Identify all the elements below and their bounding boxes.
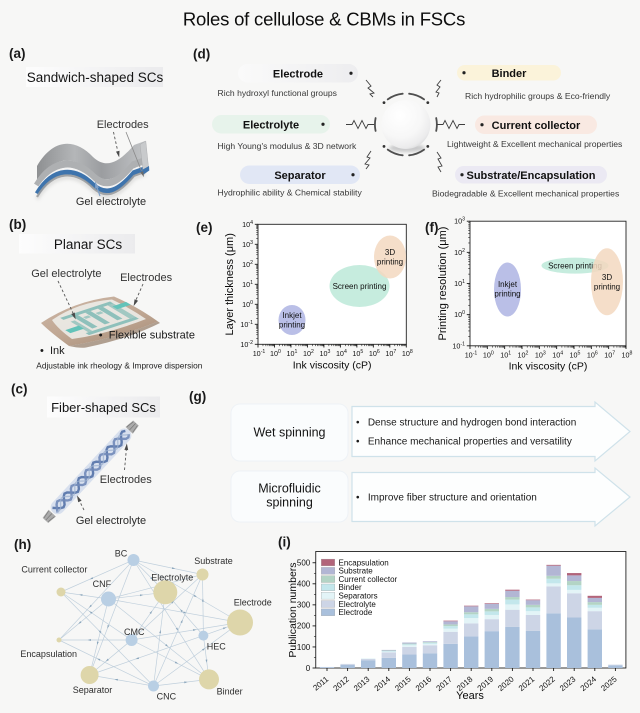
svg-text:(g): (g) bbox=[189, 389, 206, 404]
svg-text:Binder: Binder bbox=[217, 686, 243, 696]
svg-text:Fiber-shaped SCs: Fiber-shaped SCs bbox=[51, 400, 156, 415]
svg-text:CNC: CNC bbox=[157, 691, 177, 701]
svg-text:(b): (b) bbox=[9, 217, 26, 232]
svg-text:Electrodes: Electrodes bbox=[100, 474, 152, 486]
svg-text:3D: 3D bbox=[602, 273, 612, 282]
svg-text:• Ink: • Ink bbox=[40, 345, 65, 357]
svg-text:Years: Years bbox=[456, 690, 484, 702]
svg-text:• Improve fiber structure an: • Improve fiber structure and orientatio… bbox=[356, 493, 537, 504]
svg-text:Substrate: Substrate bbox=[194, 556, 233, 566]
svg-text:Inkjet: Inkjet bbox=[282, 311, 302, 320]
svg-text:Biodegradable & Excellent mech: Biodegradable & Excellent mechanical pro… bbox=[432, 189, 619, 199]
svg-text:Layer thickness (μm): Layer thickness (μm) bbox=[224, 233, 236, 335]
svg-text:Substrate/Encapsulation: Substrate/Encapsulation bbox=[467, 170, 596, 182]
svg-text:Gel electrolyte: Gel electrolyte bbox=[76, 515, 146, 527]
svg-text:Sandwich-shaped SCs: Sandwich-shaped SCs bbox=[27, 70, 164, 85]
svg-text:CMC: CMC bbox=[124, 627, 145, 637]
svg-text:3D: 3D bbox=[385, 248, 395, 257]
svg-text:(d): (d) bbox=[193, 47, 210, 62]
svg-text:Electrolyte: Electrolyte bbox=[151, 573, 193, 583]
svg-text:(i): (i) bbox=[278, 535, 291, 550]
svg-text:Publication numbers: Publication numbers bbox=[287, 562, 299, 657]
svg-text:Screen printing: Screen printing bbox=[333, 282, 387, 291]
svg-text:printing: printing bbox=[594, 283, 620, 292]
svg-text:HEC: HEC bbox=[207, 641, 227, 651]
svg-text:0: 0 bbox=[306, 664, 311, 673]
svg-text:Electrodes: Electrodes bbox=[97, 119, 149, 131]
svg-text:Current collector: Current collector bbox=[21, 565, 87, 575]
svg-text:Encapsulation: Encapsulation bbox=[20, 649, 77, 659]
svg-text:printing: printing bbox=[377, 258, 403, 267]
svg-text:Rich hydrophilic groups & Eco-: Rich hydrophilic groups & Eco-friendly bbox=[465, 91, 611, 101]
svg-text:Electrodes: Electrodes bbox=[120, 272, 172, 284]
svg-text:Ink viscosity (cP): Ink viscosity (cP) bbox=[293, 360, 372, 372]
svg-text:Electrolyte: Electrolyte bbox=[243, 119, 299, 131]
svg-text:BC: BC bbox=[115, 549, 128, 559]
svg-text:• Dense structure and hydrog: • Dense structure and hydrogen bond inte… bbox=[356, 418, 576, 429]
svg-text:Current collector: Current collector bbox=[492, 120, 581, 132]
svg-text:printing: printing bbox=[494, 290, 520, 299]
svg-text:Inkjet: Inkjet bbox=[498, 280, 518, 289]
svg-text:Wet spinning: Wet spinning bbox=[253, 426, 325, 440]
svg-text:Separator: Separator bbox=[274, 170, 326, 182]
svg-text:Printing resolution (μm): Printing resolution (μm) bbox=[437, 227, 449, 341]
svg-text:Separator: Separator bbox=[73, 685, 113, 695]
svg-text:Adjustable ink rheology & Imp: Adjustable ink rheology & Improve disper… bbox=[36, 361, 202, 371]
svg-text:Hydrophilic ability & Chemical: Hydrophilic ability & Chemical stability bbox=[218, 188, 363, 198]
svg-text:Ink viscosity (cP): Ink viscosity (cP) bbox=[509, 361, 588, 373]
svg-text:printing: printing bbox=[279, 321, 305, 330]
svg-text:(e): (e) bbox=[196, 220, 213, 235]
svg-text:Gel electrolyte: Gel electrolyte bbox=[31, 268, 101, 280]
svg-text:CNF: CNF bbox=[93, 579, 112, 589]
svg-text:Lightweight & Excellent mechan: Lightweight & Excellent mechanical prope… bbox=[447, 139, 622, 149]
svg-text:(h): (h) bbox=[14, 537, 31, 552]
svg-text:High Young's modulus & 3D netw: High Young's modulus & 3D network bbox=[218, 141, 357, 151]
svg-text:Electrode: Electrode bbox=[339, 608, 373, 617]
svg-text:spinning: spinning bbox=[266, 496, 313, 510]
svg-text:Microfluidic: Microfluidic bbox=[258, 482, 321, 496]
svg-text:• Enhance mechanical propert: • Enhance mechanical properties and vers… bbox=[356, 437, 572, 448]
svg-text:Binder: Binder bbox=[492, 68, 528, 80]
svg-text:(c): (c) bbox=[11, 382, 28, 397]
svg-text:Rich hydroxyl functional group: Rich hydroxyl functional groups bbox=[218, 88, 337, 98]
svg-text:Electrode: Electrode bbox=[234, 598, 272, 608]
svg-text:Roles of cellulose & CBMs in F: Roles of cellulose & CBMs in FSCs bbox=[183, 9, 465, 30]
svg-text:Planar SCs: Planar SCs bbox=[54, 237, 123, 252]
svg-text:(a): (a) bbox=[9, 46, 26, 61]
svg-text:Electrode: Electrode bbox=[273, 68, 323, 80]
svg-text:• Flexible substrate: • Flexible substrate bbox=[99, 330, 195, 342]
